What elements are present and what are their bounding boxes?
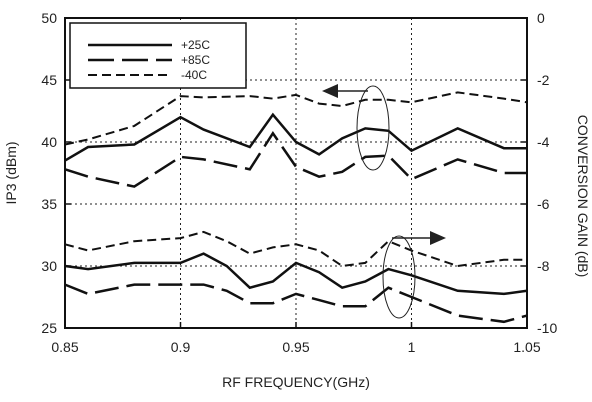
x-tick-label: 1.05 xyxy=(513,339,540,355)
x-tick-label: 0.9 xyxy=(171,339,191,355)
legend: +25C +85C -40C xyxy=(69,22,247,89)
series-line-gain-p25c xyxy=(64,252,528,296)
legend-box xyxy=(69,22,247,89)
x-tick-label: 0.85 xyxy=(51,339,78,355)
y-axis-left-label: IP3 (dBm) xyxy=(3,141,19,204)
y-right-tick-label: -10 xyxy=(537,320,557,336)
x-axis-label: RF FREQUENCY(GHz) xyxy=(222,374,370,390)
y-left-tick-label: 40 xyxy=(41,134,57,150)
axes: 0.85 0.9 0.95 1 1.05 25 30 35 40 45 50 -10 -8 -6 -4 -2 0 xyxy=(41,10,557,355)
series-line-ip3-p25c xyxy=(64,112,527,162)
series-layer xyxy=(64,91,528,324)
gain-group-arrow-head xyxy=(430,231,446,245)
gain-group-ellipse xyxy=(382,235,416,319)
ip3-group-arrow-head xyxy=(322,84,338,98)
y-left-tick-label: 30 xyxy=(41,258,57,274)
x-tick-label: 0.95 xyxy=(282,339,309,355)
y-left-tick-label: 45 xyxy=(41,72,57,88)
series-line-ip3-p85c xyxy=(64,131,527,188)
y-left-tick-label: 35 xyxy=(41,196,57,212)
y-left-tick-label: 50 xyxy=(41,10,57,26)
y-right-tick-label: -6 xyxy=(537,196,550,212)
legend-label-m40c: -40C xyxy=(181,68,207,82)
x-tick-label: 1 xyxy=(408,339,416,355)
series-line-ip3-m40c xyxy=(64,91,528,146)
legend-label-25c: +25C xyxy=(181,38,210,52)
y-left-tick-label: 25 xyxy=(41,320,57,336)
y-axis-right-label: CONVERSION GAIN (dB) xyxy=(575,115,591,278)
ip3-group-ellipse xyxy=(356,85,390,171)
series-line-gain-m40c xyxy=(64,230,527,268)
y-right-tick-label: -8 xyxy=(537,258,550,274)
series-line-gain-p85c xyxy=(64,283,528,324)
y-right-tick-label: -2 xyxy=(537,72,550,88)
legend-label-85c: +85C xyxy=(181,53,210,67)
y-right-tick-label: -4 xyxy=(537,134,550,150)
annotations xyxy=(322,84,446,319)
y-right-tick-label: 0 xyxy=(537,10,545,26)
